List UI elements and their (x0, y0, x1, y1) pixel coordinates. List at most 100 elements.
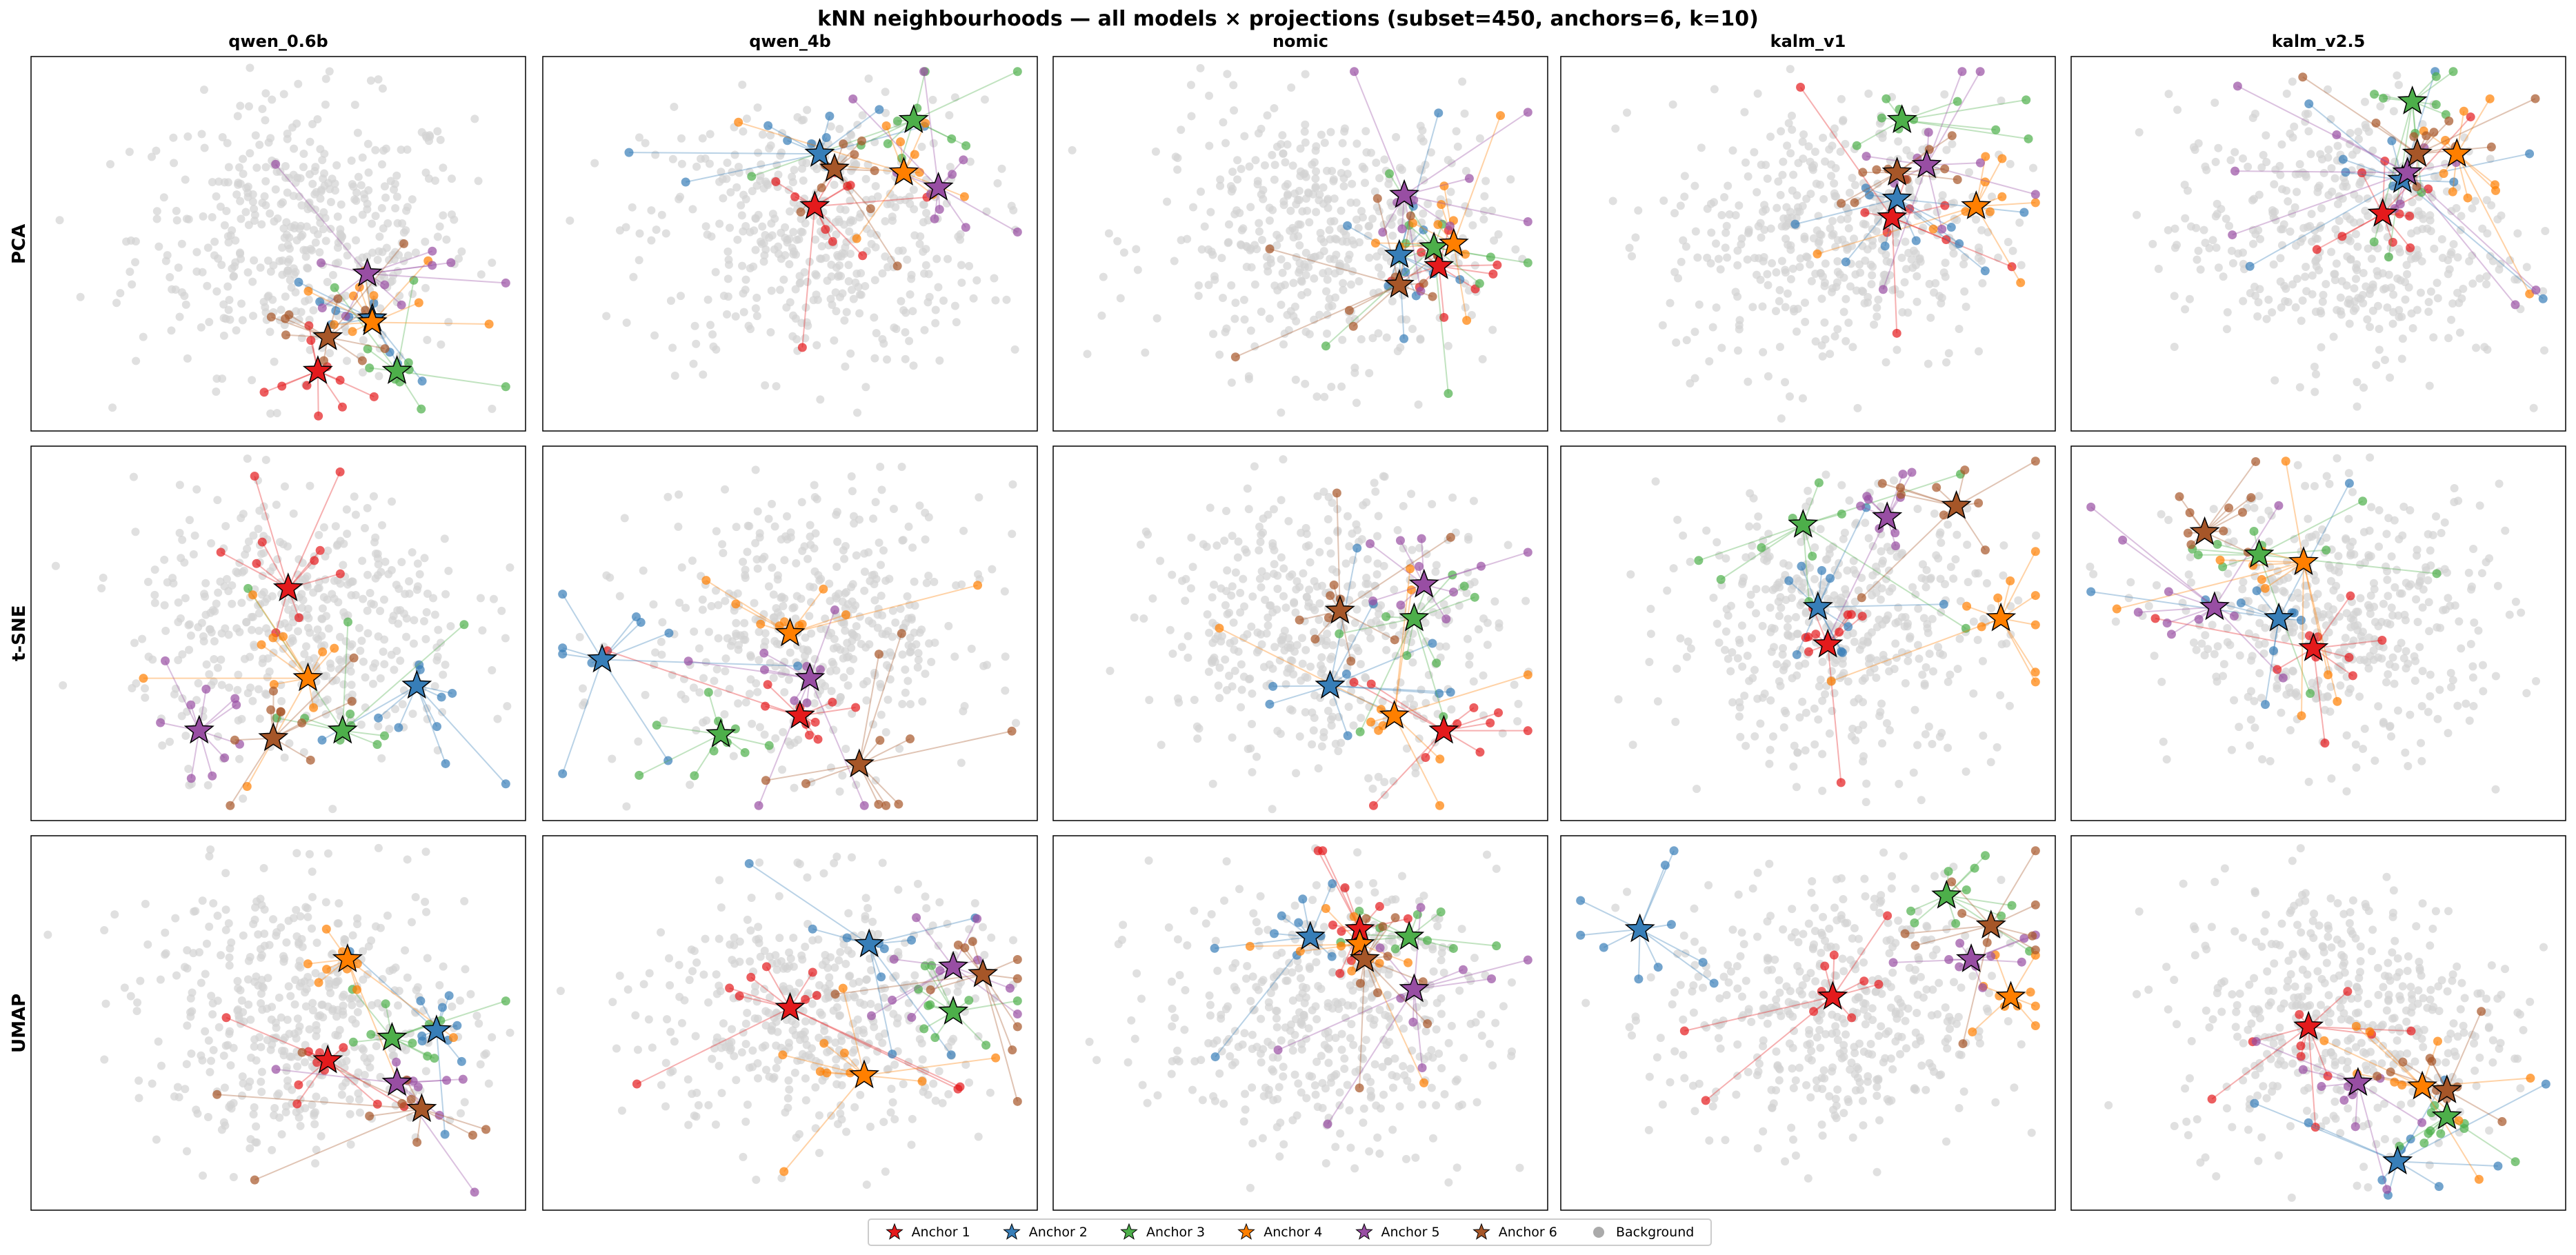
neighbour-point (2439, 169, 2448, 179)
background-point (768, 210, 777, 219)
neighbour-point (1372, 194, 1382, 203)
neighbour-point (2016, 278, 2026, 288)
background-point (1710, 85, 1719, 94)
background-point (1447, 705, 1456, 714)
background-point (1724, 654, 1733, 663)
background-point (1223, 70, 1232, 79)
neighbour-point (417, 376, 427, 386)
background-point (1291, 608, 1300, 617)
background-point (769, 590, 778, 599)
neighbour-point (335, 569, 345, 579)
background-point (313, 115, 322, 124)
background-point (852, 781, 861, 790)
background-point (1378, 697, 1387, 706)
background-point (881, 108, 890, 117)
background-point (1364, 774, 1373, 783)
background-point (361, 673, 370, 682)
neighbour-point (961, 223, 970, 232)
background-point (161, 626, 170, 635)
background-point (172, 216, 181, 225)
background-point (798, 228, 807, 237)
background-point (1011, 719, 1020, 727)
neighbour-point (1469, 703, 1479, 712)
background-point (1735, 698, 1744, 707)
background-point (2415, 211, 2424, 220)
background-point (1937, 293, 1946, 302)
background-point (1686, 644, 1695, 653)
background-point (1924, 203, 1933, 212)
background-point (1784, 561, 1793, 570)
background-point (325, 299, 334, 308)
neighbour-point (252, 559, 261, 568)
background-point (249, 531, 258, 540)
background-point (1766, 696, 1775, 705)
background-point (285, 739, 294, 748)
background-point (1217, 254, 1226, 263)
background-point (250, 643, 259, 652)
background-point (1996, 691, 2005, 700)
background-point (1270, 281, 1279, 290)
background-point (741, 698, 750, 707)
background-point (141, 693, 150, 702)
background-point (1863, 245, 1872, 254)
background-point (885, 663, 894, 672)
neighbour-point (652, 721, 661, 730)
background-point (2470, 197, 2479, 205)
background-point (1913, 741, 1922, 750)
background-point (328, 270, 337, 279)
neighbour-point (341, 312, 350, 321)
background-point (1221, 655, 1230, 664)
background-point (862, 224, 871, 233)
background-point (1488, 325, 1497, 334)
background-point (1228, 168, 1237, 177)
neighbour-link (1393, 715, 1441, 806)
background-point (744, 321, 753, 330)
background-point (2254, 225, 2263, 234)
background-point (982, 207, 991, 216)
background-point (1736, 732, 1745, 741)
background-point (1237, 225, 1246, 234)
background-point (2430, 244, 2439, 253)
background-point (1765, 759, 1774, 768)
background-point (1311, 182, 1320, 191)
background-point (442, 235, 451, 244)
background-point (1901, 679, 1910, 687)
background-point (1910, 705, 1919, 714)
background-point (1921, 730, 1930, 739)
background-point (1653, 697, 1662, 706)
background-point (1721, 627, 1730, 636)
background-point (790, 783, 799, 792)
background-point (1848, 343, 1857, 352)
neighbour-point (635, 770, 644, 780)
background-point (1514, 699, 1523, 708)
background-point (1903, 622, 1912, 631)
background-point (1904, 248, 1913, 257)
neighbour-point (271, 159, 281, 169)
neighbour-point (973, 581, 983, 590)
background-point (972, 276, 981, 285)
background-point (1833, 278, 1841, 287)
background-point (1379, 220, 1388, 229)
background-point (1233, 156, 1242, 165)
background-point (1469, 496, 1478, 505)
background-point (342, 357, 351, 365)
background-point (1217, 584, 1226, 593)
background-point (1895, 779, 1904, 788)
background-point (2449, 240, 2458, 249)
background-point (788, 178, 797, 187)
background-point (1374, 512, 1383, 521)
background-point (315, 212, 324, 221)
background-point (225, 683, 234, 692)
background-point (1275, 234, 1284, 243)
neighbour-point (1416, 286, 1426, 296)
background-point (712, 527, 721, 536)
neighbour-link (1330, 685, 1451, 693)
neighbour-link (688, 660, 810, 679)
background-point (774, 242, 783, 251)
background-point (171, 285, 180, 294)
background-point (356, 646, 365, 655)
neighbour-link (2237, 85, 2408, 174)
background-point (1230, 645, 1239, 654)
background-point (1781, 596, 1790, 605)
background-point (1861, 519, 1870, 528)
